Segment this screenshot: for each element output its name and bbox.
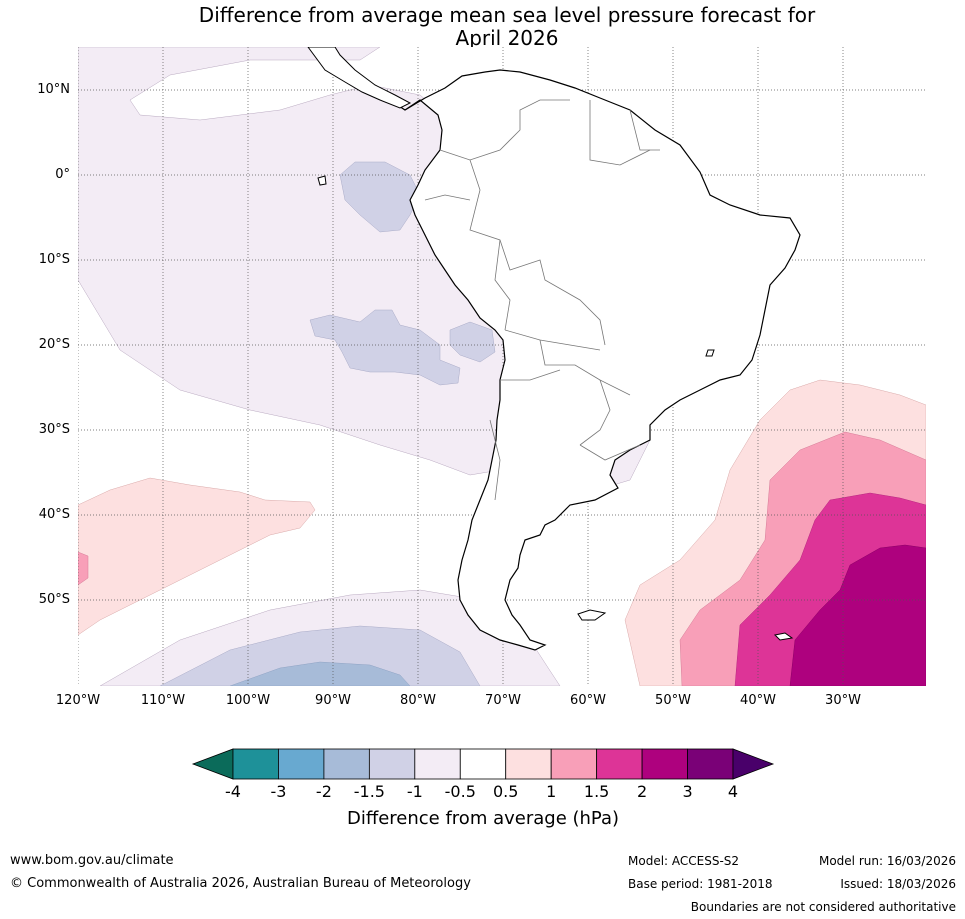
lon-label-70w: 70°W — [485, 693, 521, 708]
colorbar-tick-label: 2 — [636, 782, 648, 801]
colorbar-segment — [278, 748, 325, 780]
title-line-1: Difference from average mean sea level p… — [198, 3, 816, 27]
anomaly-region-southwest-pink — [78, 477, 316, 636]
anomaly-region-atlantic-3 — [789, 544, 926, 686]
lon-label-30w: 30°W — [825, 693, 861, 708]
lat-label-50s: 50°S — [38, 592, 70, 607]
anomaly-region-southwest-pink-2 — [78, 551, 89, 586]
country-borders — [424, 99, 660, 501]
colorbar-segment — [414, 748, 461, 780]
forecast-map — [78, 47, 926, 686]
colorbar-segment — [687, 748, 734, 780]
colorbar-tick-label: -1.5 — [353, 782, 385, 801]
colorbar-segment — [368, 748, 416, 780]
lat-label-20s: 20°S — [38, 337, 70, 352]
colorbar-tick-label: -0.5 — [444, 782, 476, 801]
footer-base-period: Base period: 1981-2018 — [628, 877, 773, 891]
title-line-2: April 2026 — [455, 26, 559, 50]
colorbar-tick-label: -3 — [270, 782, 287, 801]
footer-model-run: Model run: 16/03/2026 — [818, 854, 956, 868]
colorbar-tick-label: -1 — [406, 782, 423, 801]
footer-issued: Issued: 18/03/2026 — [840, 877, 956, 891]
colorbar-label: Difference from average (hPa) — [346, 808, 620, 829]
colorbar-segment — [641, 748, 688, 780]
footer-boundaries: Boundaries are not considered authoritat… — [690, 900, 956, 914]
anomaly-region-south-3 — [229, 661, 411, 686]
map-title: Difference from average mean sea level p… — [78, 4, 936, 50]
footer-copyright: © Commonwealth of Australia 2026, Austra… — [10, 876, 471, 891]
colorbar-tick-label: -4 — [225, 782, 241, 801]
footer-website: www.bom.gov.au/climate — [10, 853, 174, 868]
anomaly-region-subtropic — [309, 309, 461, 386]
colorbar-segment — [459, 748, 507, 780]
islands — [317, 175, 794, 641]
lat-label-30s: 30°S — [38, 422, 70, 437]
lon-label-60w: 60°W — [570, 693, 606, 708]
colorbar — [191, 748, 775, 780]
lat-label-0: 0° — [55, 167, 70, 182]
lon-label-50w: 50°W — [655, 693, 691, 708]
lon-label-100w: 100°W — [225, 693, 271, 708]
colorbar-segment — [323, 748, 370, 780]
colorbar-segment — [232, 748, 279, 780]
colorbar-extend-low — [191, 748, 234, 780]
colorbar-tick-label: 3 — [682, 782, 693, 801]
central-america-coastline — [307, 47, 412, 109]
lat-label-10n: 10°N — [37, 82, 70, 97]
colorbar-segment — [550, 748, 598, 780]
lon-label-40w: 40°W — [740, 693, 776, 708]
lat-label-10s: 10°S — [38, 252, 70, 267]
anomaly-region-south-2 — [159, 625, 481, 686]
colorbar-tick-label: -2 — [315, 782, 332, 801]
lon-label-120w: 120°W — [55, 693, 101, 708]
anomaly-region-subtropic-2 — [449, 321, 496, 363]
lat-label-40s: 40°S — [38, 507, 70, 522]
colorbar-tick-label: 1 — [546, 782, 557, 801]
lon-label-110w: 110°W — [140, 693, 186, 708]
colorbar-tick-label: 0.5 — [492, 782, 519, 801]
lon-label-80w: 80°W — [400, 693, 436, 708]
colorbar-segment — [596, 748, 643, 780]
colorbar-extend-high — [732, 748, 775, 780]
colorbar-tick-label: 4 — [727, 782, 739, 801]
anomaly-region-equator — [339, 161, 421, 233]
colorbar-segment — [505, 748, 552, 780]
lon-label-90w: 90°W — [315, 693, 351, 708]
footer-model: Model: ACCESS-S2 — [628, 854, 740, 868]
colorbar-tick-label: 1.5 — [583, 782, 610, 801]
